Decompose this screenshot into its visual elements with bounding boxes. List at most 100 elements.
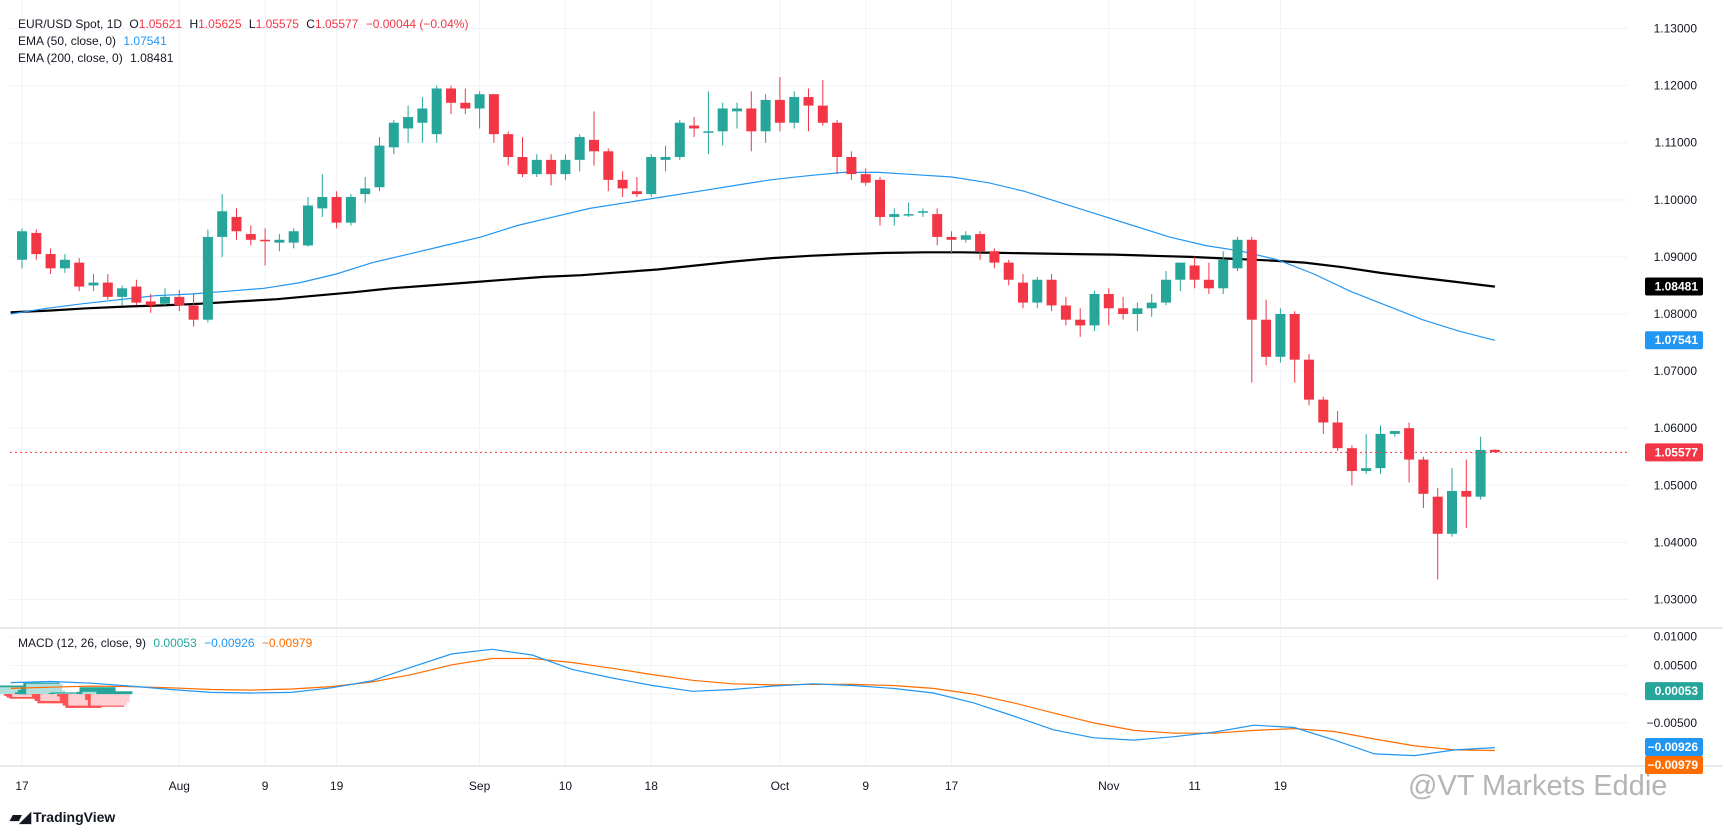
- candle: [59, 254, 70, 273]
- candle-body: [317, 196, 328, 209]
- author-watermark: @VT Markets Eddie: [1408, 770, 1668, 802]
- grid-lines: [10, 0, 1628, 766]
- candle-body: [989, 251, 1000, 263]
- candle: [417, 97, 428, 143]
- candle: [1404, 422, 1415, 483]
- candle-body: [1346, 448, 1357, 471]
- macd-signal-tag-box: [1645, 756, 1703, 774]
- candle-body: [789, 97, 800, 123]
- last-price-tag-text: 1.05577: [1655, 445, 1699, 459]
- candle: [345, 194, 356, 226]
- candle-body: [1046, 279, 1057, 306]
- price-axis[interactable]: 1.13000 1.12000 1.11000 1.10000 1.09000 1.080…: [1654, 22, 1698, 607]
- price-tick-label: 1.10000: [1654, 193, 1698, 207]
- macd-signal-tag-text: −0.00979: [1648, 758, 1699, 772]
- ema200-legend: EMA (200, close, 0) 1.08481: [18, 50, 177, 66]
- candle: [960, 231, 971, 243]
- macd-value-tag-box: [1645, 738, 1703, 756]
- candle: [717, 102, 728, 146]
- candle: [360, 176, 371, 203]
- candle: [689, 117, 700, 138]
- macd-tick-label: −0.00500: [1647, 716, 1698, 730]
- macd-pane[interactable]: [0, 648, 1495, 757]
- ema50-price-tag-box: [1645, 331, 1703, 350]
- candle-body: [174, 296, 185, 306]
- macd-hist-value: 0.00053: [153, 636, 197, 650]
- candle: [202, 229, 213, 323]
- candle: [603, 148, 614, 192]
- macd-value: −0.00926: [204, 636, 255, 650]
- candle: [1203, 262, 1214, 295]
- candle: [131, 279, 142, 306]
- candle-body: [1461, 490, 1472, 497]
- candle-body: [574, 137, 585, 160]
- candle-body: [760, 99, 771, 132]
- ema200-price-tag: 1.08481: [1645, 277, 1703, 296]
- candle: [589, 111, 599, 166]
- macd-line: [10, 648, 1495, 757]
- candle: [832, 119, 843, 175]
- macd-signal-value: −0.00979: [261, 636, 313, 650]
- candle-body: [417, 108, 428, 123]
- macd-legend-label: MACD (12, 26, close, 9): [18, 636, 147, 650]
- macd-histogram-bar: [93, 694, 130, 703]
- candle: [1161, 271, 1171, 306]
- ema200-legend-label: EMA (200, close, 0): [18, 51, 123, 65]
- ema200-price-tag-text: 1.08481: [1655, 280, 1699, 294]
- macd-value-tag: −0.00926: [1645, 738, 1703, 756]
- change-value: −0.00044 (−0.04%): [365, 17, 469, 31]
- tradingview-brand[interactable]: ▰◢ TradingView: [10, 808, 115, 826]
- ema50-legend: EMA (50, close, 0) 1.07541: [18, 33, 171, 49]
- candle-body: [1447, 490, 1457, 534]
- candle: [303, 196, 313, 247]
- candle: [975, 231, 986, 260]
- candle: [374, 137, 385, 192]
- candle-body: [374, 145, 385, 188]
- candle-body: [1332, 422, 1343, 449]
- candle: [1018, 274, 1028, 309]
- price-pane[interactable]: [10, 77, 1628, 580]
- close-prefix: C: [306, 17, 315, 31]
- candle: [789, 91, 800, 129]
- candle-body: [1118, 308, 1129, 314]
- candle-body: [202, 236, 213, 320]
- candle: [746, 91, 757, 152]
- candle: [117, 285, 128, 306]
- candle: [1189, 256, 1200, 289]
- price-tick-label: 1.03000: [1654, 592, 1698, 606]
- ema50-legend-value: 1.07541: [123, 34, 167, 48]
- candle: [1146, 294, 1157, 317]
- macd-histogram-bar: [54, 693, 91, 695]
- ema200-line: [10, 251, 1496, 314]
- candle: [45, 248, 56, 275]
- candle: [288, 228, 299, 249]
- candles: [17, 77, 1500, 580]
- candle: [1289, 311, 1300, 383]
- candle: [431, 85, 442, 143]
- price-tick-label: 1.13000: [1654, 22, 1698, 36]
- candle: [1304, 353, 1314, 406]
- time-axis[interactable]: 17 Aug 9 19 Sep 10 18 Oct 9 17 Nov 11 19: [15, 779, 1287, 793]
- candle-body: [446, 88, 456, 103]
- candle: [331, 191, 342, 229]
- candle-body: [860, 174, 871, 183]
- candle-body: [903, 214, 914, 216]
- candle: [74, 258, 85, 292]
- candle-body: [560, 159, 571, 175]
- candle: [446, 85, 456, 115]
- candle-body: [1432, 496, 1443, 534]
- candle: [732, 102, 742, 129]
- candle: [817, 79, 828, 126]
- macd-histogram-bar: [51, 692, 88, 695]
- candle-body: [388, 122, 399, 148]
- candle-body: [274, 239, 285, 243]
- candle: [1261, 299, 1272, 366]
- candle: [574, 134, 585, 172]
- candle-body: [431, 88, 442, 135]
- macd-histogram-bar: [12, 694, 49, 697]
- candle-body: [846, 157, 857, 175]
- candle: [1475, 436, 1486, 500]
- price-tick-label: 1.12000: [1654, 79, 1698, 93]
